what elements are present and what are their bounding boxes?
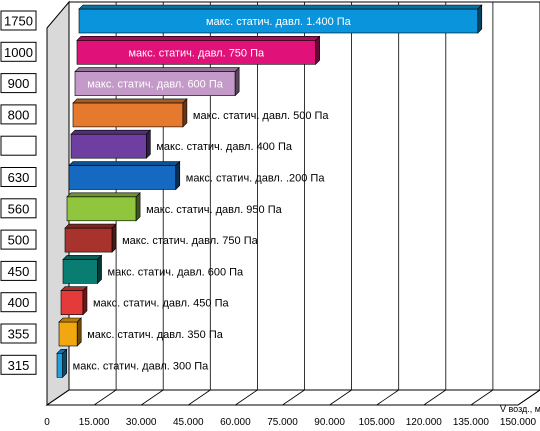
category-label: 1000 [4,45,33,60]
bar-side-face [82,285,88,316]
grid-lines [46,2,540,406]
x-tick-label: 15.000 [79,417,110,428]
bar-top-face [60,286,88,292]
bar-value-label: макс. статич. давл. 750 Па [122,235,259,247]
category-box [0,41,37,62]
bar-value-label: макс. статич. давл. 450 Па [93,298,230,310]
category-box [0,229,37,250]
bar [60,290,84,316]
category-box [0,73,37,94]
bar-value-label: макс. статич. давл. 1.400 Па [206,16,352,28]
bar [56,352,63,378]
bar [78,8,479,34]
bar [64,227,113,253]
bar [68,165,177,190]
bar [70,133,147,159]
x-tick-label: 90.000 [314,417,345,428]
category-label: 355 [8,327,30,342]
floor-grid-line [376,389,399,406]
category-box [0,167,37,187]
category-box [0,323,37,344]
bar-side-face [182,98,188,128]
bar-side-face [111,223,117,253]
category-label: 400 [8,295,30,310]
x-tick-label: 30.000 [126,417,157,428]
floor-grid-line [329,389,352,406]
bar-value-label: макс. статич. давл. 600 Па [108,266,245,278]
bar-top-face [68,161,181,166]
bar-top-face [62,255,103,260]
floor-grid-line [188,389,211,406]
bar-side-face [315,35,320,66]
floor-grid-line [46,389,70,406]
floor-grid-line [470,389,494,406]
category-label: 450 [8,264,30,279]
x-tick-label: 45.000 [173,417,204,428]
category-box [0,198,37,219]
bar-side-face [477,4,483,34]
floor-grid-line [235,389,258,406]
bar-top-face [74,67,240,72]
bar [66,196,137,222]
category-box [0,354,37,375]
x-unit-label: V возд., м³/ч [500,404,540,414]
bar-value-label: макс. статич. давл. 750 Па [128,47,265,59]
category-label: 315 [8,358,30,373]
bars [56,4,483,379]
category-label: 560 [8,201,30,216]
bar-top-face [66,192,141,198]
bar-value-label: макс. статич. давл. 500 Па [193,110,330,122]
bar [76,39,316,65]
x-tick-label: 60.000 [220,417,251,428]
floor-grid-line [282,389,305,406]
bar [74,71,236,96]
bar-value-label: макс. статич. давл. 350 Па [87,329,224,341]
category-box [0,135,37,156]
category-box [0,260,37,281]
bar-side-face [135,192,141,222]
category-label: 1750 [4,14,33,29]
bar-value-label: макс. статич. давл. 400 Па [156,141,293,153]
bar-side-face [175,160,181,191]
x-tick-label: 75.000 [267,417,298,428]
bar [58,321,78,347]
bar-side-face [76,317,82,347]
bar-value-label: макс. статич. давл. 600 Па [87,79,224,91]
category-box [0,104,37,125]
x-tick-label: 0 [44,417,50,428]
category-box [0,292,37,313]
category-label: 800 [8,107,30,122]
x-tick-label: 120.000 [406,417,443,428]
x-tick-label: 150.000 [500,417,537,428]
bar [62,259,98,284]
bar-top-face [70,129,152,135]
category-label: 500 [8,233,30,248]
bar-value-label: макс. статич. давл. .200 Па [186,173,326,185]
x-axis-ticks: 0 15.000 30.000 45.000 60.000 75.000 90.000 105… [44,417,536,428]
bar-value-label: макс. статич. давл. 950 Па [146,204,283,216]
bar-side-face [234,66,240,97]
bar-side-face [97,254,102,285]
bar-value-label: макс. статич. давл. 300 Па [73,360,210,372]
x-tick-label: 135.000 [453,417,490,428]
bar-labels: макс. статич. давл. 1.400 Па макс. статич… [73,16,352,372]
floor-grid-line [140,389,164,406]
x-tick-label: 105.000 [359,417,396,428]
bar-top-face [64,223,117,229]
bar-top-face [72,98,188,104]
bar-top-face [78,4,483,10]
category-box [0,10,37,31]
bar-side-face [146,129,151,159]
bar-top-face [76,35,321,41]
bar [72,102,184,128]
floor-grid-line [423,389,447,406]
bar-side-face [62,348,67,379]
category-labels: 1750 1000 900 800 630 560 500 450 400 355 315 [0,10,37,375]
floor-grid-line [93,389,117,406]
category-label: 630 [8,170,30,185]
floor-grid-line [517,389,540,406]
category-label: 900 [8,76,30,91]
